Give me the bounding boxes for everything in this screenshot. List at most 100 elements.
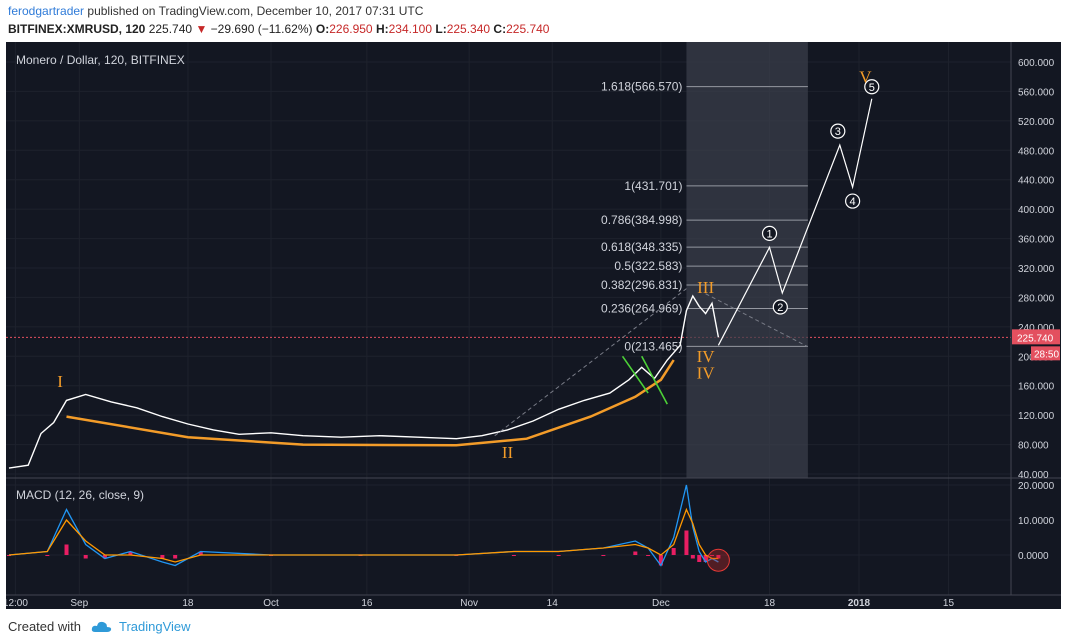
axes: 600.000560.000520.000480.000440.000400.0… [6,42,1061,609]
price-tick-label: 280.000 [1018,293,1055,304]
macd-histogram-bar [690,555,695,559]
high-label: H: [375,22,389,36]
open-label: O: [315,22,330,36]
time-tick-label: Dec [652,598,670,609]
time-tick-label: 15 [943,598,955,609]
chart-title: Monero / Dollar, 120, BITFINEX [16,53,185,67]
time-tick-label: Nov [460,598,478,609]
time-tick-label: 14 [547,598,559,609]
macd-pane [6,484,1011,572]
wave-marker-label: 2 [777,302,783,314]
low-label: L: [435,22,447,36]
author-link[interactable]: ferodgartrader [8,4,85,18]
macd-histogram-bar [128,551,133,555]
wave-marker-label: 3 [835,126,841,138]
last-price-label: 225.740 [1017,333,1054,344]
wave-label: III [697,278,714,297]
fib-level-label: 0(213.465) [624,339,682,353]
grid-lines [6,42,1011,595]
price-tick-label: 320.000 [1018,264,1055,275]
high-value: 234.100 [388,22,433,36]
channel-line [641,355,668,405]
fibonacci-zone: 0(213.465) 0.236(264.969) 0.382(296.831) 0.… [601,42,808,478]
macd-histogram-bar [697,555,702,562]
signal-line [8,507,719,563]
created-with-text: Created with [8,619,81,634]
macd-histogram-bar [658,555,663,566]
price-tick-label: 520.000 [1018,117,1055,128]
wave-label: II [502,443,514,462]
footer: Created with TradingView [8,619,191,634]
wave-marker-circle [772,299,788,315]
fib-level-label: 0.786(384.998) [601,213,682,227]
fib-level-label: 1(431.701) [624,179,682,193]
published-text: published on TradingView.com, December 1… [87,4,424,18]
last-price-tag [1012,329,1060,345]
time-tick-label: 18 [764,598,776,609]
macd-histogram-bar [102,555,107,559]
macd-histogram-bar [601,555,606,556]
price-tick-label: 440.000 [1018,176,1055,187]
wave-marker-label: 1 [766,228,772,240]
price-series [8,288,809,469]
wave-marker-label: 4 [850,196,856,208]
highlight-circle [706,548,730,572]
macd-tick-label: 0.0000 [1018,551,1049,562]
open-value: 226.950 [329,22,373,36]
macd-title: MACD (12, 26, close, 9) [16,488,144,502]
price-tick-label: 40.000 [1018,470,1049,481]
macd-tick-label: 10.0000 [1018,516,1055,527]
macd-histogram-bar [64,544,69,555]
countdown-tag [1031,346,1060,361]
macd-histogram-bar [716,555,721,559]
macd-histogram-bar [7,555,11,556]
price-tick-label: 120.000 [1018,411,1055,422]
time-tick-label: 12:00 [6,598,28,609]
time-tick-label: 16 [361,598,373,609]
tradingview-link[interactable]: TradingView [118,619,191,634]
macd-histogram-bar [160,555,165,559]
price-value: 225.740 [148,22,193,36]
channel-line [621,355,649,394]
price-tick-label: 600.000 [1018,58,1055,69]
time-tick-label: 18 [182,598,194,609]
projection-path [717,98,873,346]
low-value: 225.340 [446,22,491,36]
macd-histogram-bar [198,551,203,555]
macd-histogram-bar [710,555,715,556]
wave-label: V [859,68,872,87]
change-value: −29.690 (−11.62%) [210,22,313,36]
countdown-label: 28:50 [1034,349,1059,360]
chart-canvas[interactable]: 0(213.465) 0.236(264.969) 0.382(296.831) 0.… [6,42,1061,609]
down-arrow-icon: ▼ [195,22,208,36]
time-tick-label: Sep [70,598,88,609]
price-line [8,294,720,469]
price-tick-label: 560.000 [1018,87,1055,98]
wave-marker-circle [761,225,778,241]
fib-shaded-zone [686,42,808,478]
macd-histogram-bar [173,555,178,559]
chart-background [6,42,1061,609]
fib-level-label: 0.382(296.831) [601,278,682,292]
fib-level-label: 0.236(264.969) [601,301,682,315]
cloud-icon [91,621,112,632]
wave-label: IV [697,347,716,366]
quote-line: BITFINEX:XMRUSD, 120 225.740 ▼ −29.690 (… [8,22,549,36]
trend-line [494,288,687,437]
moving-average-line [66,359,675,447]
macd-histogram-bar [646,555,651,556]
close-value: 225.740 [506,22,550,36]
price-tick-label: 480.000 [1018,146,1055,157]
macd-histogram-bar [45,555,50,556]
publish-line: ferodgartrader published on TradingView.… [8,4,423,18]
macd-histogram-bar [633,551,638,555]
price-tick-label: 360.000 [1018,235,1055,246]
fib-level-label: 0.618(348.335) [601,240,682,254]
price-axis-bg [1011,42,1061,609]
macd-histogram-bar [684,530,689,555]
wave-label: I [57,372,63,391]
time-tick-label: Oct [263,598,279,609]
macd-histogram-bar [83,555,88,559]
time-tick-label: 2018 [848,598,871,609]
